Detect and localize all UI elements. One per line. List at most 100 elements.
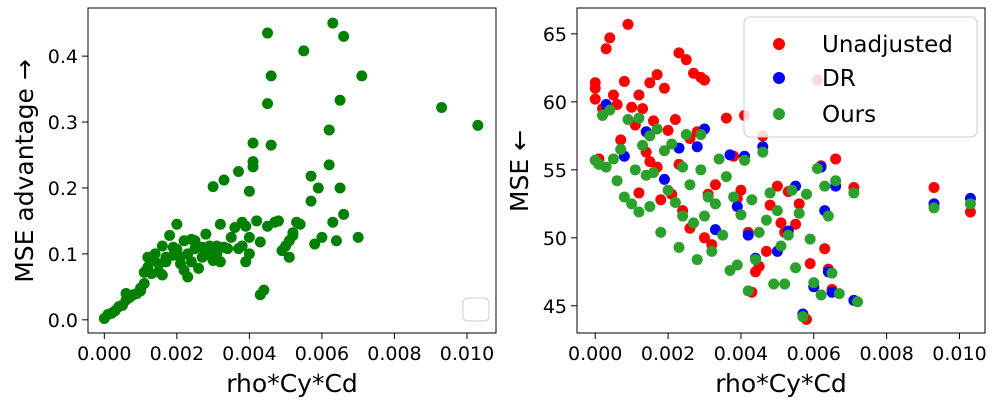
right-point-ours: [677, 161, 689, 173]
right-point-ours: [626, 198, 638, 210]
left-point-series: [189, 235, 201, 247]
left-y-tick-label: 0.0: [48, 310, 78, 332]
right-x-tick-label: 0.004: [714, 343, 768, 365]
left-point-series: [305, 170, 317, 182]
left-y-ticks: 0.0 0.1 0.2 0.3 0.4: [48, 46, 88, 332]
left-point-series: [247, 156, 259, 168]
left-empty-legend-box: [462, 297, 490, 322]
left-point-series: [316, 231, 328, 243]
right-point-ours: [655, 226, 667, 238]
right-point-ours: [611, 175, 623, 187]
left-point-series: [225, 231, 237, 243]
right-y-axis-label: MSE ←: [505, 130, 534, 212]
left-point-series: [233, 165, 245, 177]
right-point-unadjusted: [622, 18, 634, 30]
left-point-series: [185, 256, 197, 268]
left-point-series: [338, 30, 350, 42]
right-point-ours: [717, 229, 729, 241]
right-point-ours: [771, 205, 783, 217]
right-point-unadjusted: [775, 217, 787, 229]
left-point-series: [472, 119, 484, 131]
right-point-ours: [691, 254, 703, 266]
left-point-series: [247, 137, 259, 149]
right-point-unadjusted: [600, 43, 612, 55]
right-point-ours: [819, 180, 831, 192]
right-point-ours: [680, 128, 692, 140]
left-point-series: [287, 229, 299, 241]
right-y-tick-label: 50: [543, 228, 567, 250]
left-point-series: [182, 271, 194, 283]
right-point-ours: [629, 164, 641, 176]
legend-marker-dr: [773, 72, 785, 84]
right-y-tick-label: 45: [543, 296, 567, 318]
right-point-ours: [684, 179, 696, 191]
left-point-series: [156, 269, 168, 281]
left-point-series: [222, 243, 234, 255]
left-point-series: [265, 139, 277, 151]
left-point-series: [330, 235, 342, 247]
right-point-ours: [739, 154, 751, 166]
right-point-unadjusted: [804, 258, 816, 270]
right-point-ours: [604, 104, 616, 116]
left-points-layer: [98, 17, 484, 324]
left-point-series: [254, 236, 266, 248]
left-point-series: [207, 181, 219, 193]
legend-marker-ours: [773, 108, 785, 120]
right-point-ours: [750, 254, 761, 266]
right-point-unadjusted: [589, 77, 601, 89]
right-point-ours: [673, 241, 685, 253]
right-point-unadjusted: [673, 47, 685, 59]
right-point-ours: [728, 191, 740, 203]
right-point-ours: [782, 229, 794, 241]
right-point-ours: [695, 128, 707, 140]
right-axes-frame: [576, 7, 986, 334]
right-point-dr: [724, 149, 736, 161]
right-point-ours: [699, 210, 710, 222]
left-point-series: [323, 124, 335, 136]
left-point-series: [200, 228, 212, 240]
right-point-unadjusted: [699, 232, 710, 244]
right-point-unadjusted: [607, 89, 619, 101]
right-point-unadjusted: [771, 180, 783, 192]
right-point-ours: [964, 198, 976, 210]
right-point-ours: [786, 184, 798, 196]
right-x-ticks: 0.000 0.002 0.004 0.006 0.008 0.010: [568, 333, 987, 365]
left-point-series: [262, 98, 274, 110]
left-point-series: [193, 262, 205, 274]
right-point-ours: [760, 214, 772, 226]
right-point-ours: [822, 210, 834, 222]
right-point-ours: [808, 277, 820, 289]
right-legend: Unadjusted DR Ours: [743, 16, 978, 138]
right-point-unadjusted: [790, 218, 802, 230]
left-x-tick-label: 0.006: [295, 343, 349, 365]
right-point-ours: [801, 188, 812, 200]
right-point-ours: [852, 296, 863, 308]
right-point-ours: [775, 240, 787, 252]
right-point-ours: [790, 262, 802, 274]
left-point-series: [156, 240, 168, 252]
right-point-dr: [658, 173, 670, 185]
right-point-ours: [826, 267, 838, 279]
right-x-axis-label: rho*Cy*Cd: [715, 369, 847, 398]
right-x-tick-label: 0.006: [787, 343, 841, 365]
right-point-unadjusted: [964, 206, 976, 218]
left-point-series: [334, 182, 346, 194]
left-point-series: [436, 102, 448, 114]
right-point-unadjusted: [830, 153, 842, 165]
legend-marker-unadjusted: [773, 38, 785, 50]
right-point-ours: [742, 285, 754, 297]
left-point-series: [294, 218, 306, 230]
right-point-unadjusted: [928, 181, 940, 193]
right-x-tick-label: 0.010: [932, 343, 986, 365]
right-point-ours: [600, 161, 612, 173]
right-point-unadjusted: [626, 101, 638, 113]
right-point-ours: [688, 217, 700, 229]
right-point-ours: [713, 153, 725, 165]
right-point-unadjusted: [760, 245, 772, 257]
right-y-tick-label: 65: [543, 24, 567, 46]
right-point-ours: [811, 162, 823, 174]
left-x-tick-label: 0.002: [150, 343, 204, 365]
right-points-layer: [589, 18, 976, 325]
left-x-tick-label: 0.000: [77, 343, 131, 365]
right-point-ours: [695, 164, 707, 176]
